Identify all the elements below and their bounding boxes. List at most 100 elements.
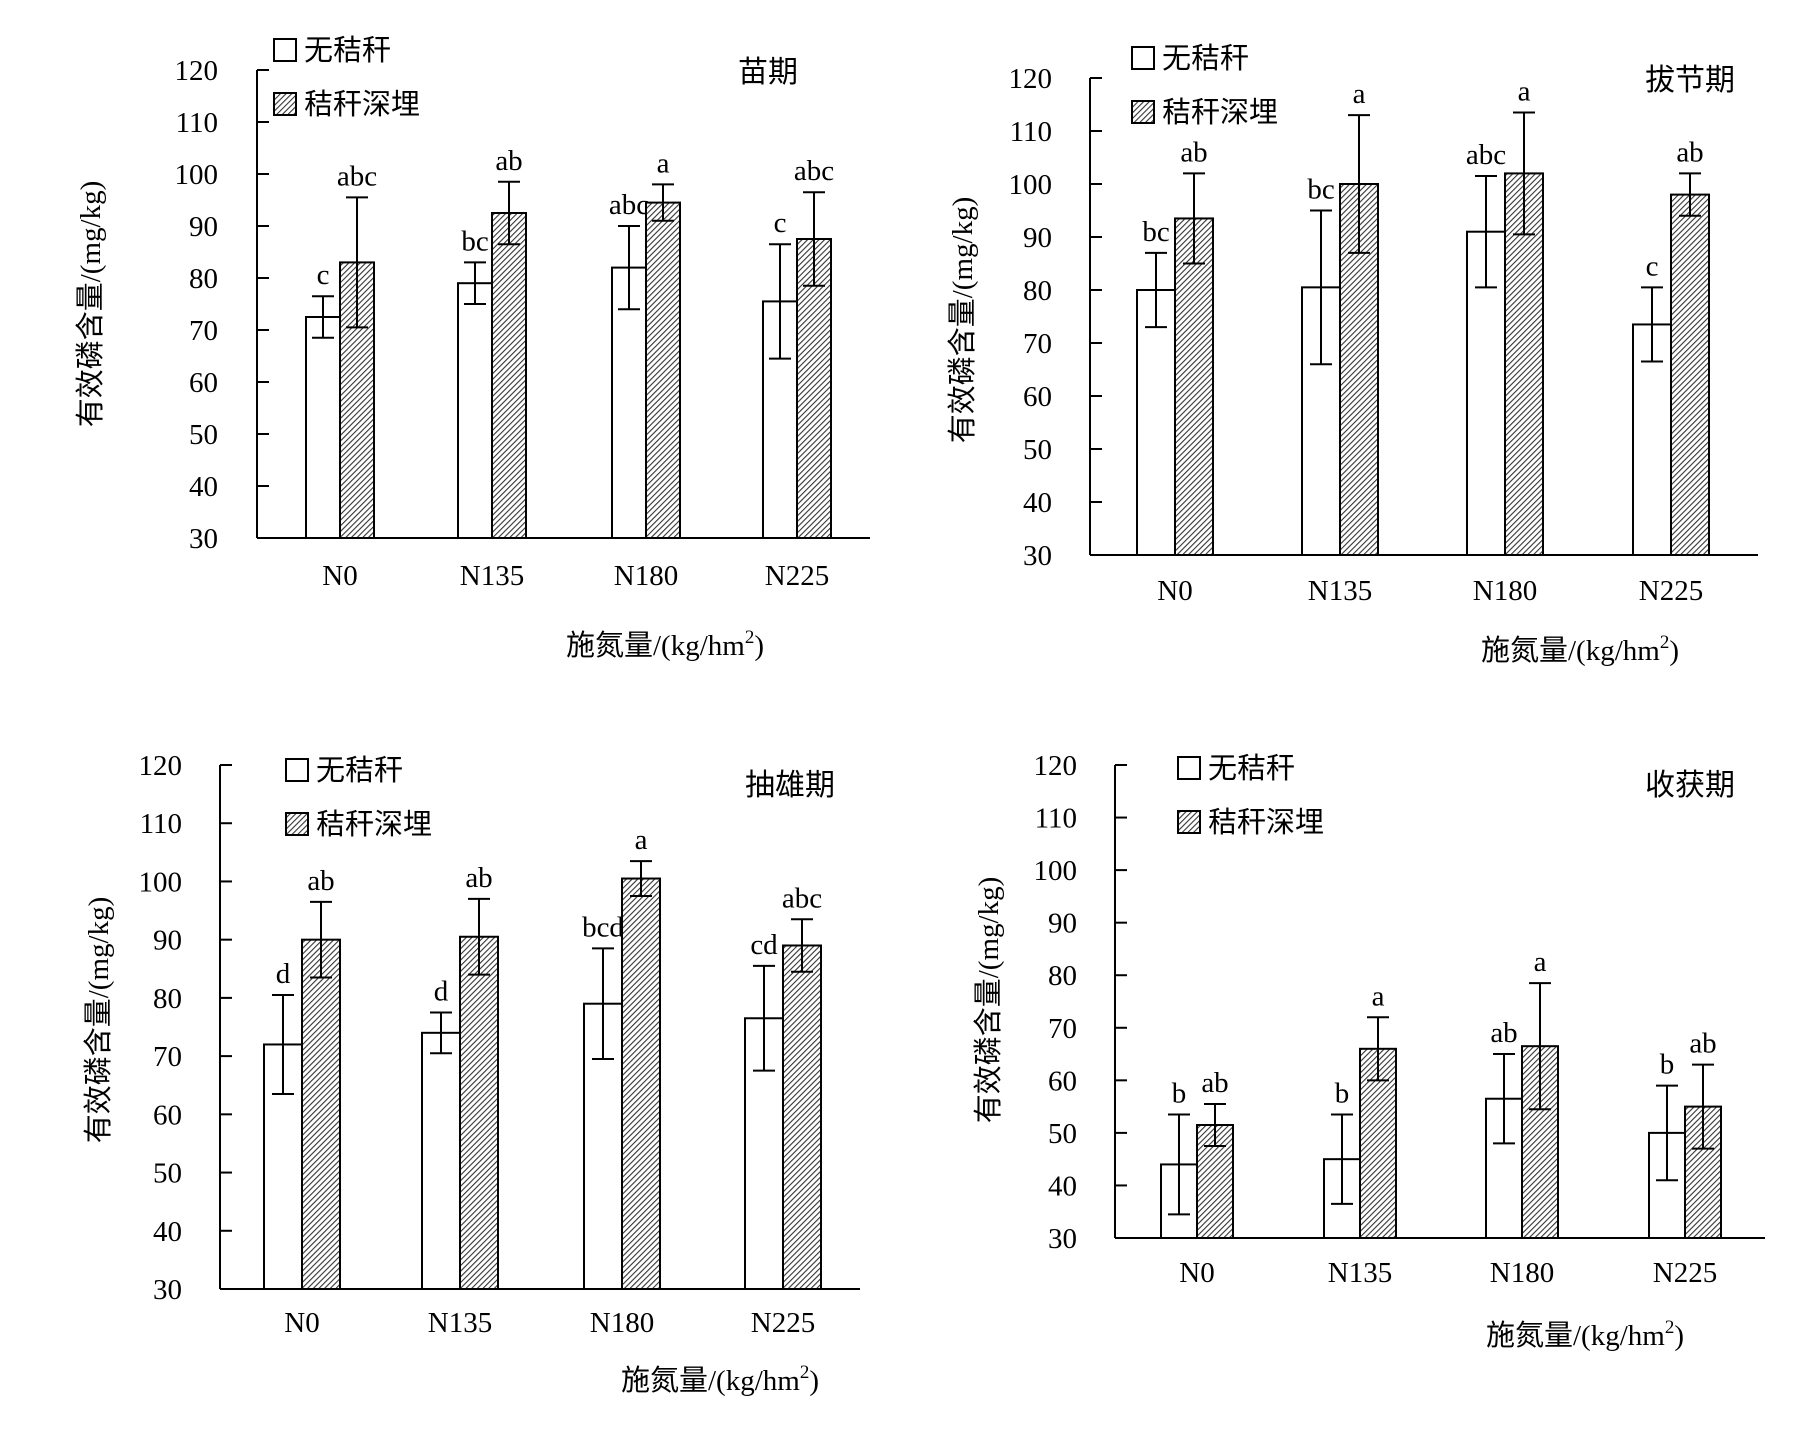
x-tick-label: N180 (590, 1307, 654, 1339)
y-tick-label: 100 (1009, 169, 1053, 201)
chart-title: 收获期 (1645, 769, 1735, 802)
significance-label: c (1646, 250, 1659, 282)
significance-label: a (1353, 78, 1366, 110)
x-axis-label-suffix: ) (1669, 635, 1679, 667)
y-tick-label: 30 (153, 1274, 182, 1306)
significance-label: abc (782, 882, 822, 914)
y-tick-label: 90 (1048, 908, 1077, 940)
legend-label: 秸秆深埋 (304, 88, 420, 121)
significance-label: ab (1490, 1017, 1517, 1049)
x-axis-label-suffix: ) (754, 630, 764, 662)
significance-label: a (1518, 75, 1531, 107)
y-tick-label: 110 (176, 107, 218, 139)
y-tick-label: 60 (1048, 1065, 1077, 1097)
legend-swatch (285, 812, 309, 836)
significance-label: ab (1689, 1028, 1716, 1060)
y-tick-label: 60 (189, 367, 218, 399)
y-axis-label: 有效磷含量/(mg/kg) (74, 181, 107, 428)
y-tick-label: 70 (189, 315, 218, 347)
significance-label: a (635, 824, 648, 856)
legend-label: 秸秆深埋 (1208, 806, 1324, 839)
significance-label: a (1372, 980, 1385, 1012)
bar (421, 1031, 461, 1291)
x-tick-label: N0 (284, 1307, 319, 1339)
y-tick-label: 100 (1034, 855, 1078, 887)
legend-swatch (1131, 46, 1155, 70)
bar (1504, 172, 1544, 556)
legend-label: 无秸秆 (316, 754, 403, 787)
legend-swatch (1177, 810, 1201, 834)
x-axis-label-sup: 2 (800, 1362, 810, 1383)
y-tick-label: 70 (153, 1041, 182, 1073)
x-tick-label: N180 (614, 560, 678, 592)
significance-label: ab (1180, 136, 1207, 168)
x-tick-label: N0 (1179, 1257, 1214, 1289)
chart-panel: 30405060708090100110120cabcN0bcabN135abc… (74, 34, 870, 662)
significance-label: c (774, 207, 787, 239)
y-tick-label: 110 (1035, 803, 1077, 835)
x-axis-label-suffix: ) (1674, 1320, 1684, 1352)
legend-swatch (273, 92, 297, 116)
y-tick-label: 100 (175, 159, 219, 191)
y-tick-label: 120 (1009, 63, 1053, 95)
x-tick-label: N135 (1328, 1257, 1392, 1289)
y-axis-label: 有效磷含量/(mg/kg) (946, 197, 979, 444)
x-axis-label-sup: 2 (745, 627, 755, 648)
chart-title: 拔节期 (1645, 64, 1735, 97)
x-tick-label: N225 (751, 1307, 815, 1339)
chart-panel: 30 40 50 60 70 80 90 100 110 120 d ab N0 d ab N135 bcd a N… (82, 750, 860, 1397)
y-tick-label: 50 (1048, 1118, 1077, 1150)
y-tick-label: 80 (189, 263, 218, 295)
bar (796, 238, 832, 539)
x-axis-label: 施氮量/(kg/hm2) (1486, 1317, 1684, 1352)
significance-label: bcd (582, 911, 624, 943)
x-tick-label: N135 (428, 1307, 492, 1339)
y-tick-label: 50 (189, 419, 218, 451)
significance-label: ab (1676, 136, 1703, 168)
significance-label: a (657, 147, 670, 179)
y-tick-label: 120 (1034, 750, 1078, 782)
significance-label: ab (495, 145, 522, 177)
y-tick-label: 30 (189, 523, 218, 555)
y-tick-label: 90 (189, 211, 218, 243)
significance-label: abc (609, 189, 649, 221)
y-tick-label: 40 (153, 1216, 182, 1248)
x-tick-label: N225 (765, 560, 829, 592)
significance-label: abc (1466, 139, 1506, 171)
bar (1670, 193, 1710, 556)
y-tick-label: 40 (1023, 487, 1052, 519)
x-tick-label: N180 (1473, 575, 1537, 607)
x-tick-label: N135 (460, 560, 524, 592)
y-tick-label: 80 (1023, 275, 1052, 307)
significance-label: c (317, 259, 330, 291)
legend-label: 无秸秆 (1162, 42, 1249, 75)
significance-label: abc (337, 160, 377, 192)
bar (1136, 289, 1176, 556)
legend-swatch (1131, 100, 1155, 124)
x-axis-label-main: 施氮量/(kg/hm (566, 629, 745, 662)
significance-label: b (1335, 1077, 1350, 1109)
significance-label: cd (750, 929, 778, 961)
legend-swatch (273, 38, 297, 62)
y-tick-label: 120 (175, 55, 219, 87)
x-tick-label: N225 (1653, 1257, 1717, 1289)
x-tick-label: N0 (1157, 575, 1192, 607)
significance-label: d (276, 958, 291, 990)
y-tick-label: 60 (153, 1099, 182, 1131)
x-axis-label: 施氮量/(kg/hm2) (566, 627, 764, 662)
y-tick-label: 80 (153, 983, 182, 1015)
y-tick-label: 100 (139, 866, 183, 898)
significance-label: abc (794, 155, 834, 187)
bar (621, 877, 661, 1290)
bar (301, 938, 341, 1291)
y-tick-label: 80 (1048, 960, 1077, 992)
legend-swatch (1177, 756, 1201, 780)
y-tick-label: 110 (140, 808, 182, 840)
y-tick-label: 70 (1023, 328, 1052, 360)
x-axis-label-sup: 2 (1665, 1317, 1675, 1338)
x-axis-label: 施氮量/(kg/hm2) (621, 1362, 819, 1397)
y-tick-label: 90 (1023, 222, 1052, 254)
bar (491, 212, 527, 539)
